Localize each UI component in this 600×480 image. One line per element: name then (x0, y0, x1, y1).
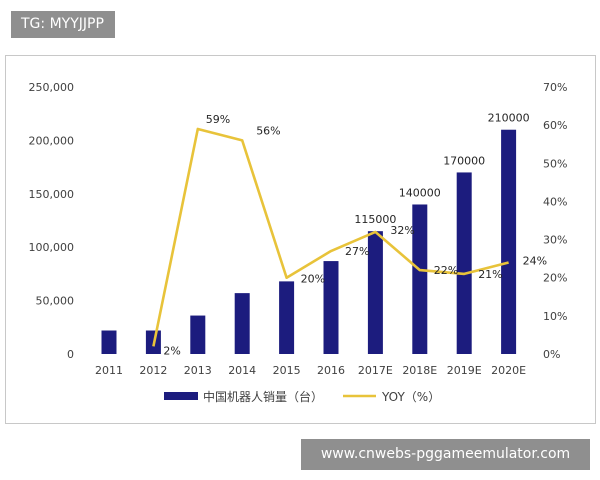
y-right-tick-label: 50% (543, 157, 567, 170)
yoy-value-label: 59% (206, 113, 230, 126)
x-tick-label: 2012 (139, 364, 167, 377)
bar-value-label: 210000 (488, 112, 530, 125)
y-left-tick-label: 100,000 (29, 241, 75, 254)
yoy-value-label: 32% (390, 224, 414, 237)
x-tick-label: 2016 (317, 364, 345, 377)
y-right-tick-label: 40% (543, 195, 567, 208)
y-right-tick-label: 0% (543, 348, 560, 361)
bar (367, 231, 383, 354)
y-left-tick-label: 200,000 (29, 134, 75, 147)
combo-chart: 0 50,000 100,000 150,000 200,000 250,000 0% 10%… (29, 81, 568, 404)
legend-bar-swatch (164, 392, 198, 400)
bar (323, 261, 339, 354)
x-tick-label: 2020E (491, 364, 526, 377)
x-tick-label: 2011 (95, 364, 123, 377)
y-right-tick-label: 70% (543, 81, 567, 94)
y-right-tick-label: 10% (543, 310, 567, 323)
y-left-tick-label: 250,000 (29, 81, 75, 94)
bar (456, 172, 472, 354)
chart-panel: 0 50,000 100,000 150,000 200,000 250,000 0% 10%… (5, 55, 596, 424)
x-tick-label: 2014 (228, 364, 256, 377)
y-right-tick-label: 60% (543, 119, 567, 132)
y-right-tick-label: 30% (543, 234, 567, 247)
bar (190, 315, 206, 354)
y-left-tick-label: 0 (67, 348, 74, 361)
x-tick-label: 2018E (402, 364, 437, 377)
x-tick-label: 2019E (447, 364, 482, 377)
yoy-value-label: 56% (256, 124, 280, 137)
x-tick-label: 2017E (358, 364, 393, 377)
bar-value-label: 140000 (399, 186, 441, 199)
website-link[interactable]: www.cnwebs-pggameemulator.com (301, 439, 590, 470)
bar (279, 281, 295, 354)
yoy-value-label: 20% (301, 273, 325, 286)
x-tick-label: 2013 (184, 364, 212, 377)
bar-value-label: 170000 (443, 154, 485, 167)
legend-bar-label: 中国机器人销量（台） (203, 389, 323, 404)
legend-line-label: YOY（%） (381, 390, 440, 404)
bar (412, 204, 428, 354)
bar (234, 293, 250, 354)
yoy-value-label: 21% (478, 268, 502, 281)
y-left-tick-label: 50,000 (36, 295, 75, 308)
bar (101, 330, 117, 354)
y-left-tick-label: 150,000 (29, 188, 75, 201)
x-tick-label: 2015 (273, 364, 301, 377)
yoy-value-label: 22% (434, 264, 458, 277)
yoy-value-label: 2% (163, 344, 180, 357)
yoy-line (152, 127, 509, 347)
bar-value-label: 115000 (354, 213, 396, 226)
y-right-tick-label: 20% (543, 272, 567, 285)
watermark-tag: TG: MYYJJPP (11, 11, 115, 38)
yoy-value-label: 24% (523, 254, 547, 267)
bar (501, 129, 517, 354)
yoy-value-label: 27% (345, 245, 369, 258)
